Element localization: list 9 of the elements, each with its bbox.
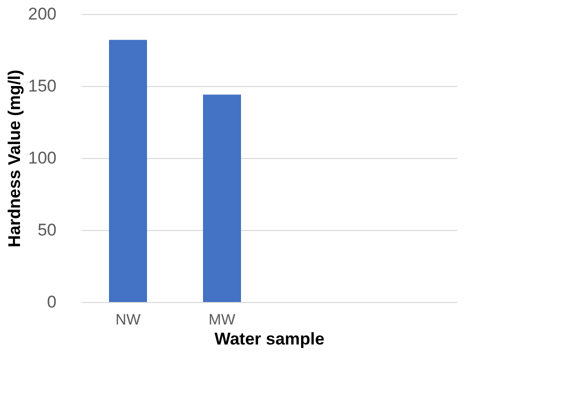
y-tick-label: 200 [28, 4, 56, 24]
x-tick-label: MW [208, 312, 236, 328]
y-axis-title: Hardness Value (mg/l) [5, 70, 24, 248]
y-tick-label: 50 [38, 220, 56, 240]
x-tick-label: NW [116, 312, 142, 328]
y-tick-label: 100 [28, 148, 56, 168]
x-axis-title: Water sample [214, 330, 324, 348]
y-tick-label: 0 [47, 292, 56, 312]
y-tick-label: 150 [28, 76, 56, 96]
